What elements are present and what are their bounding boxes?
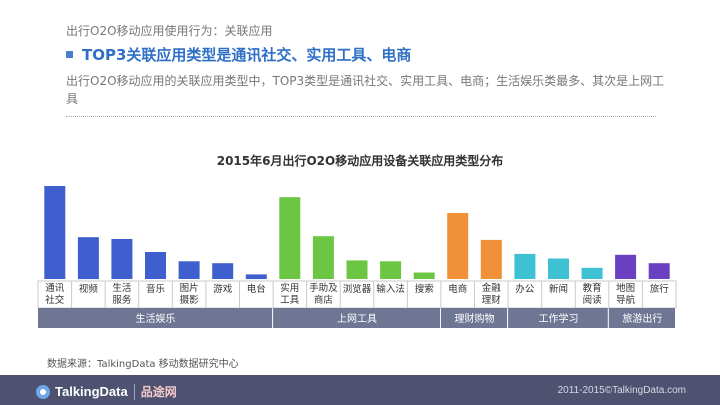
partner-logo-text: 品途网 bbox=[140, 385, 177, 399]
tick-label: 导航 bbox=[616, 294, 636, 306]
group-band bbox=[608, 308, 675, 328]
headline-text: TOP3关联应用类型是通讯社交、实用工具、电商 bbox=[82, 46, 412, 64]
tick-label: 商店 bbox=[314, 294, 333, 306]
tick-label: 理财 bbox=[482, 294, 502, 306]
tick-label: 社交 bbox=[45, 294, 65, 306]
tick-label: 输入法 bbox=[376, 283, 405, 295]
page-subtitle: 出行O2O移动应用使用行为：关联应用 bbox=[66, 24, 273, 38]
tick-label: 工具 bbox=[280, 295, 300, 306]
bar bbox=[514, 253, 536, 279]
group-band bbox=[273, 308, 440, 328]
bar bbox=[111, 239, 133, 279]
tick-label: 手助及 bbox=[309, 282, 338, 294]
talkingdata-logo-icon bbox=[36, 384, 50, 399]
group-label: 理财购物 bbox=[455, 312, 495, 325]
bar bbox=[447, 213, 469, 279]
logo-separator bbox=[133, 383, 135, 400]
group-band bbox=[38, 308, 273, 328]
dotted-divider bbox=[66, 116, 656, 117]
bar bbox=[212, 263, 234, 279]
bar bbox=[480, 239, 502, 279]
data-source: 数据来源：TalkingData 移动数据研究中心 bbox=[47, 359, 239, 370]
tick-label: 阅读 bbox=[583, 294, 603, 306]
bar bbox=[279, 197, 301, 279]
tick-label-row bbox=[37, 280, 677, 309]
tick-label: 游戏 bbox=[213, 283, 233, 295]
bar bbox=[548, 258, 569, 279]
group-label: 生活娱乐 bbox=[136, 312, 176, 325]
tick-label: 地图 bbox=[616, 282, 635, 294]
footer-bar bbox=[0, 375, 720, 405]
bullet-square-icon bbox=[66, 51, 73, 58]
bar bbox=[77, 237, 99, 280]
headline: TOP3关联应用类型是通讯社交、实用工具、电商 bbox=[66, 44, 411, 65]
tick-label: 音乐 bbox=[146, 283, 166, 295]
bar bbox=[346, 260, 368, 279]
bar bbox=[648, 263, 670, 279]
footer-logo: TalkingData 品途网 bbox=[36, 383, 177, 400]
bar bbox=[312, 236, 334, 279]
logo-text: TalkingData bbox=[55, 384, 128, 399]
bar bbox=[413, 272, 435, 279]
tick-label: 搜索 bbox=[415, 283, 434, 295]
bar bbox=[380, 261, 402, 279]
group-label: 工作学习 bbox=[539, 312, 579, 325]
bar bbox=[178, 261, 200, 279]
bar bbox=[245, 274, 267, 280]
tick-label: 图片 bbox=[180, 282, 199, 294]
group-band bbox=[440, 308, 508, 328]
tick-label: 电商 bbox=[448, 283, 467, 295]
group-band bbox=[508, 308, 608, 328]
bar bbox=[615, 254, 637, 279]
chart-title: 2015年6月出行O2O移动应用设备关联应用类型分布 bbox=[216, 154, 504, 168]
tick-label: 金融 bbox=[482, 282, 502, 294]
tick-label: 浏览器 bbox=[343, 283, 372, 295]
bar bbox=[581, 267, 603, 279]
bar bbox=[44, 186, 66, 279]
group-label: 上网工具 bbox=[337, 313, 377, 325]
tick-label: 旅行 bbox=[650, 283, 670, 295]
tick-label: 服务 bbox=[112, 294, 132, 306]
tick-label: 实用 bbox=[280, 282, 299, 294]
copyright: 2011-2015©TalkingData.com bbox=[557, 385, 686, 396]
tick-label: 通讯 bbox=[45, 283, 65, 294]
bar bbox=[145, 252, 166, 279]
tick-label: 新闻 bbox=[549, 283, 568, 295]
tick-label: 视频 bbox=[79, 283, 99, 295]
tick-label: 生活 bbox=[112, 282, 132, 294]
tick-label: 办公 bbox=[515, 283, 535, 295]
tick-label: 摄影 bbox=[180, 294, 200, 306]
group-label: 旅游出行 bbox=[622, 312, 662, 325]
tick-label: 电台 bbox=[247, 283, 266, 295]
description: 出行O2O移动应用的关联应用类型中，TOP3类型是通讯社交、实用工具、电商；生活… bbox=[66, 74, 665, 106]
tick-label: 教育 bbox=[583, 282, 602, 294]
